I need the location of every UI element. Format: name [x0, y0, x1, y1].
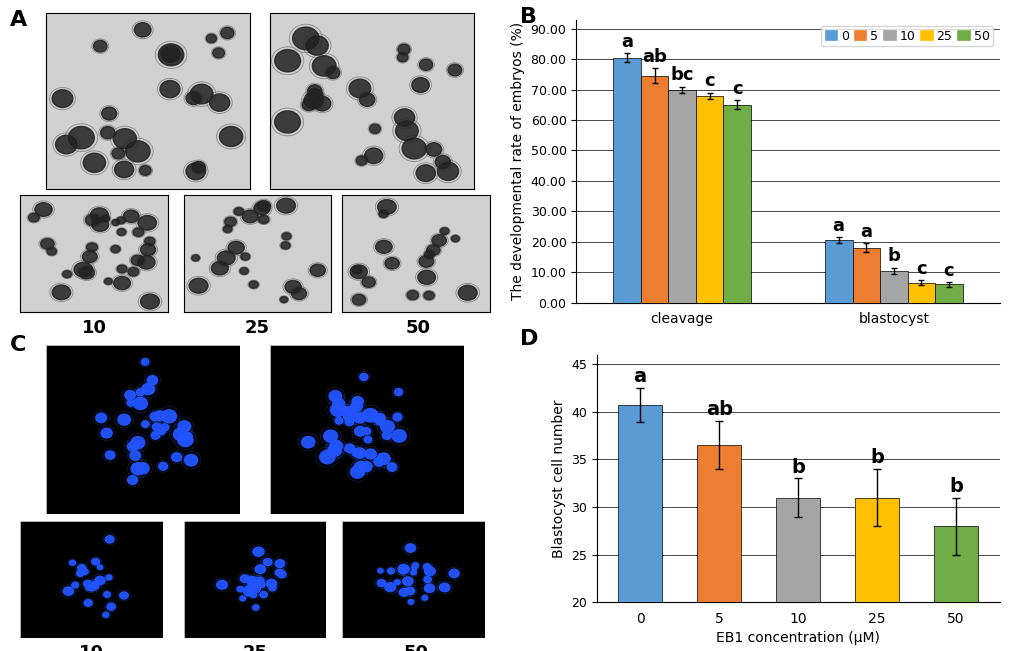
Text: 10: 10 [82, 319, 107, 337]
Text: a: a [832, 217, 844, 235]
Text: ab: ab [705, 400, 732, 419]
Text: D: D [520, 329, 538, 349]
Bar [934, 284, 962, 303]
Text: C: C [10, 335, 26, 355]
Bar [612, 57, 640, 303]
Text: a: a [633, 367, 646, 386]
Bar [879, 271, 907, 303]
Text: 50: 50 [403, 644, 428, 651]
Text: a: a [621, 33, 633, 51]
Bar [855, 497, 898, 651]
Text: 0: 0 [137, 524, 149, 542]
Legend: 0, 5, 10, 25, 50: 0, 5, 10, 25, 50 [820, 26, 993, 46]
Bar [852, 248, 879, 303]
Y-axis label: Blastocyst cell number: Blastocyst cell number [551, 399, 565, 558]
Text: b: b [949, 477, 962, 495]
Text: bc: bc [669, 66, 693, 84]
Text: c: c [943, 262, 953, 279]
Text: b: b [791, 458, 804, 477]
Text: b: b [869, 448, 883, 467]
Text: 25: 25 [245, 319, 270, 337]
Text: a: a [859, 223, 871, 241]
Bar [618, 405, 661, 651]
Text: c: c [731, 80, 742, 98]
Text: B: B [520, 7, 537, 27]
X-axis label: EB1 concentration (μM): EB1 concentration (μM) [715, 631, 879, 645]
Bar [697, 445, 740, 651]
Text: b: b [887, 247, 900, 265]
Bar [933, 526, 977, 651]
Bar [695, 96, 722, 303]
Y-axis label: The developmental rate of embryos (%): The developmental rate of embryos (%) [511, 22, 525, 300]
Text: 50: 50 [406, 319, 430, 337]
Text: 5: 5 [366, 199, 378, 217]
Text: c: c [915, 260, 925, 278]
Bar [907, 283, 934, 303]
Text: ab: ab [642, 48, 666, 66]
Bar [667, 90, 695, 303]
Bar [640, 76, 667, 303]
Text: 10: 10 [79, 644, 104, 651]
Text: 25: 25 [243, 644, 267, 651]
Text: A: A [10, 10, 28, 30]
Text: 0: 0 [139, 199, 152, 217]
Text: c: c [704, 72, 714, 90]
Bar [722, 105, 750, 303]
Bar [824, 240, 852, 303]
Text: 5: 5 [361, 524, 373, 542]
Bar [775, 497, 819, 651]
